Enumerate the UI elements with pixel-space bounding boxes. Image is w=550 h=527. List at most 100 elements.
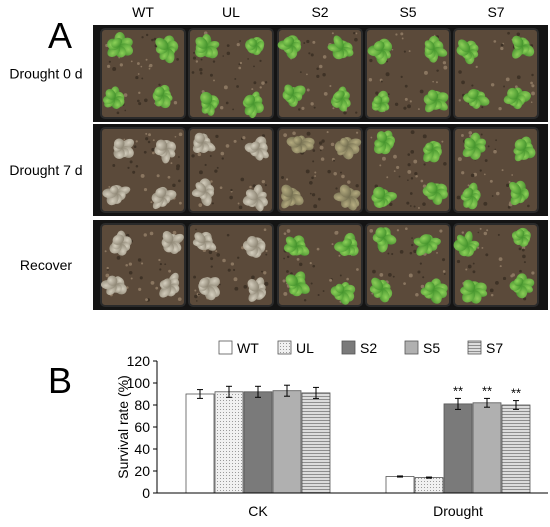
leaf — [333, 90, 345, 100]
soil-grain — [259, 59, 262, 63]
soil-grain — [439, 229, 443, 233]
soil-grain — [299, 262, 303, 267]
soil-grain — [145, 33, 149, 37]
row-label: Drought 0 d — [9, 66, 82, 82]
soil-grain — [407, 153, 411, 156]
soil-grain — [531, 271, 535, 275]
soil-grain — [400, 75, 403, 78]
soil-grain — [249, 185, 252, 189]
soil-grain — [319, 145, 324, 150]
soil-grain — [511, 174, 514, 176]
soil-grain — [391, 48, 394, 51]
bar-s5-ck — [272, 390, 302, 494]
soil-grain — [178, 132, 183, 137]
soil-grain — [313, 204, 318, 209]
plant-pot — [277, 28, 363, 119]
soil-grain — [174, 135, 177, 138]
soil-grain — [400, 32, 404, 36]
leaf — [376, 131, 387, 143]
soil-grain — [374, 184, 379, 188]
plant-pot — [453, 28, 539, 119]
soil-grain — [326, 131, 329, 134]
soil-grain — [220, 106, 224, 110]
leaf — [285, 274, 298, 287]
soil-grain — [335, 187, 338, 190]
soil-grain — [227, 268, 231, 272]
soil-grain — [153, 37, 157, 41]
soil-grain — [530, 101, 533, 104]
soil-grain — [499, 265, 502, 268]
soil-grain — [306, 88, 310, 92]
soil-grain — [505, 77, 510, 82]
soil-grain — [156, 174, 160, 178]
soil-grain — [441, 140, 444, 143]
soil-grain — [310, 102, 314, 106]
soil-grain — [129, 160, 133, 164]
legend-swatch — [341, 340, 356, 355]
significance-mark: ** — [482, 383, 492, 398]
soil-grain — [230, 188, 233, 192]
legend-swatch — [467, 340, 482, 355]
soil-grain — [135, 165, 139, 168]
y-tick-label: 80 — [134, 397, 150, 413]
soil-grain — [508, 181, 511, 183]
soil-grain — [422, 202, 426, 206]
bar-s2-drought — [443, 403, 473, 494]
soil-grain — [497, 233, 500, 236]
soil-grain — [199, 170, 203, 175]
soil-grain — [263, 228, 267, 232]
soil-grain — [457, 157, 462, 162]
soil-grain — [495, 139, 497, 142]
soil-grain — [409, 192, 413, 195]
soil-grain — [353, 31, 356, 35]
soil-grain — [346, 277, 349, 281]
soil-grain — [264, 281, 269, 286]
soil-grain — [242, 136, 246, 140]
leaf — [247, 235, 259, 248]
soil-grain — [193, 275, 197, 279]
bar-wt-drought — [385, 476, 415, 494]
soil-grain — [221, 157, 224, 160]
soil-grain — [485, 253, 489, 257]
soil-grain — [107, 64, 111, 69]
soil-grain — [531, 91, 535, 96]
soil-grain — [480, 133, 483, 136]
soil-grain — [282, 279, 286, 283]
soil-grain — [216, 166, 219, 169]
soil-grain — [239, 61, 243, 65]
soil-grain — [319, 149, 322, 152]
leaf — [509, 181, 522, 195]
soil-grain — [490, 293, 494, 297]
soil-grain — [379, 164, 382, 167]
soil-grain — [396, 165, 400, 170]
soil-grain — [502, 276, 507, 281]
soil-grain — [147, 140, 151, 144]
x-category-label: CK — [248, 503, 268, 519]
soil-grain — [347, 180, 351, 184]
soil-grain — [489, 288, 494, 293]
leaf — [427, 89, 439, 101]
legend-label: S2 — [360, 340, 377, 356]
soil-grain — [393, 154, 397, 159]
survival-bar-chart: WT UL S2 S5 S7 0 20 40 60 80 100 120 ** ** ** CK Drou… — [115, 340, 548, 519]
leaf — [155, 37, 169, 50]
leaf — [467, 88, 479, 100]
soil-grain — [216, 253, 221, 257]
plant-pot — [277, 223, 363, 307]
plant-pot — [453, 223, 539, 307]
soil-grain — [210, 180, 213, 183]
soil-grain — [518, 247, 522, 251]
soil-grain — [132, 170, 136, 174]
y-tick-label: 60 — [134, 419, 150, 435]
soil-grain — [263, 271, 267, 275]
bar-s5-drought — [472, 402, 502, 494]
soil-grain — [487, 145, 490, 148]
y-tick-label: 40 — [134, 441, 150, 457]
soil-grain — [176, 166, 180, 171]
soil-grain — [355, 131, 359, 134]
soil-grain — [481, 106, 484, 109]
soil-grain — [234, 286, 239, 291]
plant-pot — [453, 127, 539, 213]
soil-grain — [501, 169, 504, 172]
panel-b-label: B — [48, 360, 72, 401]
